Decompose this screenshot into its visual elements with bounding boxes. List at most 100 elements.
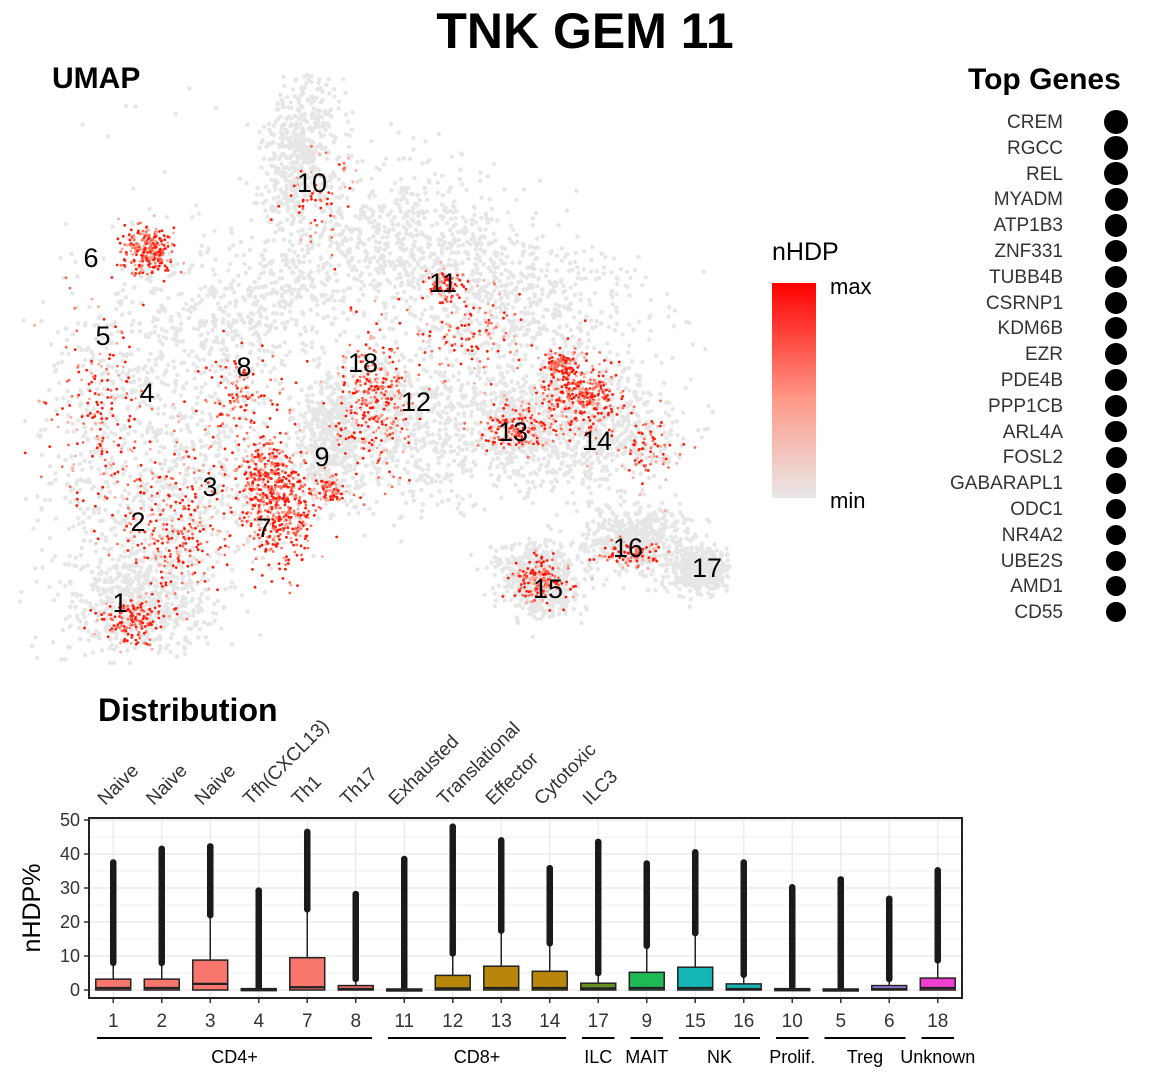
subtype-label: Naive	[94, 760, 143, 809]
box-iqr	[95, 978, 132, 991]
gene-importance-dot	[1104, 162, 1128, 186]
box-iqr	[143, 978, 180, 991]
box-cluster-17	[580, 838, 617, 991]
gene-row: CSRNP1	[900, 291, 1160, 318]
box-cluster-2	[143, 845, 180, 991]
gene-label: CREM	[1007, 112, 1063, 133]
gene-row: CD55	[900, 602, 1160, 627]
legend-colorbar	[772, 283, 816, 498]
gene-importance-dot	[1104, 239, 1128, 263]
y-tick-label: 0	[70, 980, 80, 1000]
gene-row: ZNF331	[900, 239, 1160, 266]
gene-importance-dot	[1104, 265, 1128, 288]
box-iqr	[531, 970, 568, 991]
gene-importance-dot	[1105, 395, 1127, 417]
gene-row: PDE4B	[900, 369, 1160, 395]
umap-cluster-label: 7	[256, 513, 271, 543]
y-tick-label: 30	[60, 878, 80, 898]
gene-importance-dot	[1105, 317, 1127, 340]
gene-label: RGCC	[1007, 137, 1063, 159]
gene-importance-dot	[1105, 550, 1127, 571]
box-cluster-9	[628, 860, 665, 991]
group-label: Treg	[847, 1047, 883, 1067]
box-max-point	[400, 855, 408, 863]
box-cluster-14	[531, 864, 568, 991]
umap-cluster-label: 17	[692, 553, 722, 583]
box-max-point	[206, 843, 214, 850]
box-iqr	[192, 959, 229, 991]
group-label: Unknown	[900, 1047, 975, 1067]
group-bracket: MAIT	[625, 1037, 668, 1067]
box-max-point	[740, 859, 748, 866]
box-max-point	[497, 837, 505, 844]
x-tick-label: 9	[641, 1011, 652, 1032]
gene-row: ARL4A	[900, 421, 1160, 447]
box-outliers	[837, 876, 845, 991]
group-bracket: Unknown	[900, 1037, 975, 1067]
box-iqr	[289, 956, 326, 991]
gene-row: ODC1	[900, 498, 1160, 524]
top-genes-title: Top Genes	[968, 63, 1121, 96]
box-iqr	[919, 977, 956, 991]
gene-importance-dot	[1105, 446, 1127, 468]
box-outliers	[255, 887, 263, 990]
x-tick-label: 1	[108, 1011, 119, 1032]
gene-label: MYADM	[993, 189, 1063, 211]
umap-cluster-label: 3	[202, 472, 217, 502]
box-cluster-4	[240, 887, 277, 992]
y-tick-label: 10	[60, 946, 80, 966]
legend-min-label: min	[830, 488, 866, 513]
gene-importance-dot	[1104, 187, 1128, 211]
y-axis: 0 10 20 30 40 50	[60, 810, 89, 1000]
x-tick-label: 17	[588, 1011, 609, 1032]
box-outliers	[497, 837, 505, 934]
x-tick-label: 8	[350, 1011, 361, 1032]
gene-row: RGCC	[900, 135, 1160, 163]
x-tick-label: 3	[205, 1011, 216, 1032]
subtype-label: ILC3	[579, 766, 622, 809]
box-iqr	[677, 966, 714, 991]
group-bracket: Treg	[824, 1037, 906, 1067]
gene-label: ATP1B3	[993, 215, 1063, 237]
gene-importance-dot	[1104, 110, 1128, 134]
box-max-point	[934, 867, 942, 874]
gene-label: PPP1CB	[988, 395, 1063, 417]
box-cluster-1	[95, 859, 132, 991]
box-cluster-13	[483, 837, 520, 991]
box-iqr	[580, 982, 617, 991]
box-max-point	[885, 895, 893, 903]
group-bracket: Prolif.	[769, 1037, 815, 1067]
main-title: TNK GEM 11	[436, 3, 734, 59]
box-max-point	[643, 860, 651, 867]
umap-cluster-label: 11	[429, 268, 457, 298]
gene-label: PDE4B	[1000, 370, 1063, 391]
plot-frame	[88, 817, 963, 999]
box-outliers	[594, 838, 602, 977]
x-tick-label: 6	[884, 1011, 895, 1032]
box-outliers	[740, 859, 748, 978]
gene-row: KDM6B	[900, 317, 1160, 343]
group-label: CD8+	[454, 1047, 501, 1067]
gene-label: CD55	[1014, 602, 1063, 624]
umap-cluster-label: 15	[533, 574, 563, 604]
box-outliers	[885, 895, 893, 983]
legend-max-label: max	[830, 274, 872, 299]
gene-row: NR4A2	[900, 524, 1160, 550]
gene-row: REL	[900, 162, 1160, 189]
x-tick-label: 2	[156, 1011, 167, 1032]
gene-importance-dot	[1106, 602, 1126, 623]
umap-cluster-label: 4	[139, 378, 154, 408]
gene-importance-dot	[1105, 472, 1127, 494]
gene-label: ODC1	[1010, 499, 1063, 520]
x-tick-label: 15	[685, 1011, 706, 1032]
box-max-point	[449, 823, 457, 831]
gene-row: UBE2S	[900, 550, 1160, 576]
box-outliers	[546, 864, 554, 947]
box-cluster-16	[725, 859, 762, 991]
umap-cluster-label: 12	[401, 387, 431, 417]
box-outliers	[934, 867, 942, 964]
umap-cells-expression	[23, 145, 697, 654]
x-tick-label: 18	[927, 1011, 948, 1032]
box-cluster-5	[822, 876, 859, 992]
